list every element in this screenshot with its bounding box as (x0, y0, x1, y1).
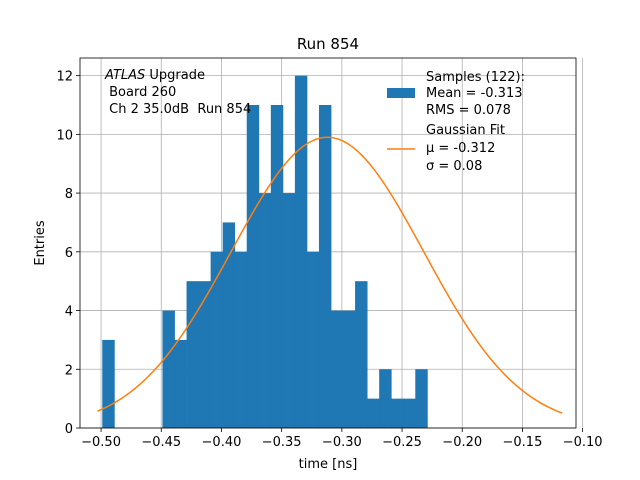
y-axis-label: Entries (33, 220, 48, 266)
y-axis-ticks: 0 2 4 6 8 10 12 (56, 70, 80, 437)
histogram-bar (403, 398, 416, 428)
y-tick-label: 4 (65, 305, 73, 320)
histogram-bar (210, 251, 224, 428)
y-tick-label: 8 (65, 187, 73, 202)
histogram-bar (234, 251, 248, 428)
annotation-line-3: Ch 2 35.0dB Run 854 (105, 102, 251, 117)
histogram-bar (331, 310, 344, 428)
histogram-bar (198, 281, 212, 428)
histogram-bar (270, 104, 284, 428)
x-tick-label: −0.40 (202, 435, 242, 450)
legend-samples-title: Samples (122): (426, 70, 525, 85)
legend-samples-rms: RMS = 0.078 (426, 103, 511, 118)
axes-frame (79, 57, 577, 429)
histogram-bar (246, 104, 260, 428)
gaussian-fit-curve (97, 136, 563, 414)
legend-fit-sigma: σ = 0.08 (426, 159, 482, 174)
histogram-bar (415, 369, 428, 428)
histogram-bar (162, 310, 175, 428)
legend: Samples (122): Mean = -0.313 RMS = 0.078… (387, 70, 525, 174)
histogram-bar (318, 104, 332, 428)
histogram-bar (355, 281, 368, 428)
x-tick-label: −0.25 (382, 435, 422, 450)
y-tick-label: 6 (65, 246, 73, 261)
x-tick-label: −0.30 (322, 435, 362, 450)
atlas-label: ATLAS (104, 68, 145, 83)
y-tick-label: 12 (56, 70, 73, 85)
x-tick-label: −0.10 (563, 435, 603, 450)
x-tick-label: −0.20 (442, 435, 482, 450)
x-tick-label: −0.45 (141, 435, 181, 450)
legend-samples-mean: Mean = -0.313 (426, 86, 522, 101)
histogram-bar (282, 193, 296, 428)
annotation-line-1: ATLAS Upgrade (104, 68, 205, 83)
y-tick-label: 10 (56, 128, 73, 143)
annotation-line-2: Board 260 (105, 85, 176, 100)
y-tick-label: 0 (65, 422, 73, 437)
legend-samples-swatch (387, 88, 415, 98)
x-axis-ticks: −0.50 −0.45 −0.40 −0.35 −0.30 −0.25 −0.20 −0.15… (81, 428, 603, 450)
x-tick-label: −0.15 (503, 435, 543, 450)
histogram-bar (174, 339, 187, 428)
histogram-bar (343, 310, 356, 428)
histogram-bar (379, 369, 392, 428)
x-tick-label: −0.35 (262, 435, 302, 450)
histogram-bar (222, 222, 236, 428)
info-annotation: ATLAS Upgrade Board 260 Ch 2 35.0dB Run … (104, 68, 251, 117)
histogram-bars (102, 75, 428, 428)
chart-title: Run 854 (297, 35, 359, 53)
upgrade-label: Upgrade (145, 68, 205, 83)
y-tick-label: 2 (65, 363, 73, 378)
histogram-bar (102, 339, 115, 428)
x-axis-label: time [ns] (299, 457, 358, 472)
histogram-bar (258, 193, 272, 428)
legend-fit-title: Gaussian Fit (426, 123, 505, 138)
histogram-bar (367, 398, 380, 428)
x-tick-label: −0.50 (81, 435, 121, 450)
histogram-bar (391, 398, 404, 428)
histogram-bar (306, 251, 320, 428)
legend-fit-mu: μ = -0.312 (426, 141, 495, 156)
histogram-bar (186, 281, 199, 428)
histogram-bar (294, 75, 308, 428)
